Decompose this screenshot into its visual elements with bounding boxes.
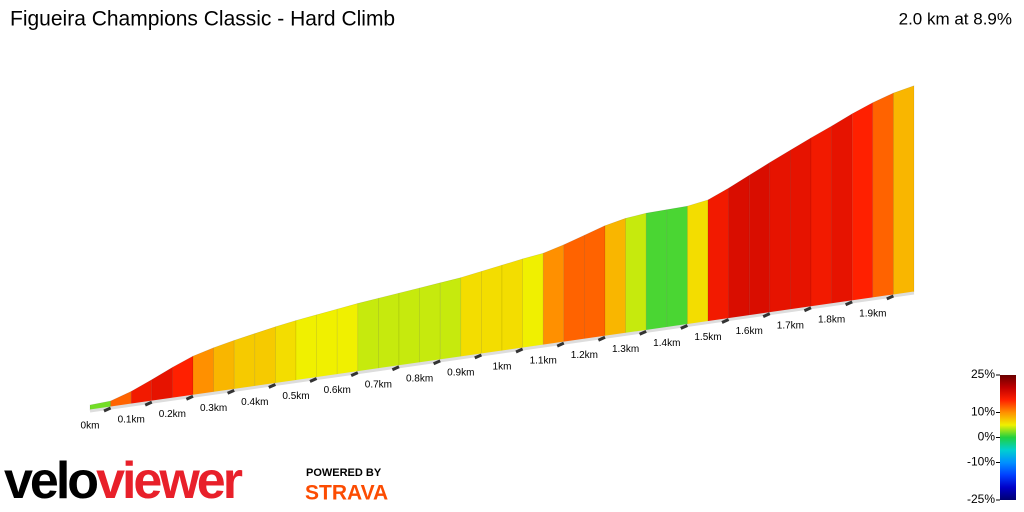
logo-part: velo bbox=[4, 452, 97, 510]
gradient-segment bbox=[295, 314, 317, 381]
x-tick-label: 1.4km bbox=[653, 338, 680, 349]
x-tick-label: 0.6km bbox=[324, 385, 351, 396]
gradient-segment bbox=[398, 287, 420, 367]
x-tick-label: 1.1km bbox=[530, 356, 557, 367]
gradient-segment bbox=[728, 174, 750, 319]
gradient-segment bbox=[810, 125, 832, 308]
color-legend bbox=[1000, 375, 1016, 500]
gradient-segment bbox=[666, 205, 688, 328]
x-tick bbox=[391, 365, 400, 372]
gradient-segment bbox=[192, 347, 214, 396]
gradient-segment bbox=[336, 303, 359, 375]
x-tick-label: 1km bbox=[493, 362, 512, 373]
gradient-segment bbox=[707, 187, 729, 322]
gradient-segment bbox=[625, 212, 647, 334]
x-tick-label: 0.9km bbox=[447, 368, 474, 379]
x-tick-label: 1.7km bbox=[777, 320, 804, 331]
gradient-segment bbox=[563, 234, 585, 343]
x-tick-label: 1.6km bbox=[736, 326, 763, 337]
x-tick bbox=[762, 312, 771, 318]
x-tick bbox=[680, 324, 689, 330]
x-tick bbox=[268, 383, 277, 389]
gradient-segment bbox=[378, 292, 400, 370]
gradient-segment bbox=[357, 297, 379, 372]
x-tick-label: 0.3km bbox=[200, 403, 227, 414]
x-tick-label: 1.5km bbox=[694, 332, 721, 343]
strava: STRAVA bbox=[305, 482, 388, 505]
legend-label: 25% bbox=[971, 367, 995, 381]
legend-label: -25% bbox=[967, 492, 995, 506]
logo-part: viewer bbox=[96, 452, 243, 510]
x-tick-label: 1.2km bbox=[571, 350, 598, 361]
x-tick bbox=[144, 400, 153, 407]
gradient-segment bbox=[254, 326, 276, 387]
gradient-segment bbox=[151, 366, 173, 402]
gradient-segment bbox=[687, 199, 709, 325]
logo: veloviewer bbox=[4, 452, 243, 510]
x-tick bbox=[226, 388, 235, 395]
x-tick-label: 1.8km bbox=[818, 314, 845, 325]
x-tick-label: 0.7km bbox=[365, 379, 392, 390]
gradient-segment bbox=[893, 85, 915, 296]
x-tick bbox=[309, 377, 318, 383]
x-tick-label: 0.4km bbox=[241, 397, 268, 408]
gradient-segment bbox=[542, 244, 565, 346]
x-tick bbox=[638, 329, 647, 336]
x-tick bbox=[185, 394, 194, 401]
x-tick-label: 0.5km bbox=[282, 391, 309, 402]
x-tick bbox=[803, 306, 812, 313]
gradient-segment bbox=[769, 149, 791, 313]
x-tick bbox=[350, 371, 359, 377]
x-tick-label: 1.9km bbox=[859, 309, 886, 320]
powered-by: POWERED BY bbox=[306, 467, 382, 479]
x-tick bbox=[474, 353, 483, 360]
x-tick bbox=[597, 335, 606, 342]
gradient-segment bbox=[172, 355, 194, 399]
legend-label: 0% bbox=[978, 430, 996, 444]
gradient-segment bbox=[460, 270, 482, 358]
gradient-segment bbox=[851, 102, 874, 302]
gradient-segment bbox=[419, 282, 441, 364]
gradient-segment bbox=[275, 320, 297, 384]
x-tick bbox=[103, 406, 112, 413]
gradient-segment bbox=[831, 113, 853, 305]
gradient-segment bbox=[584, 225, 606, 340]
legend-label: -10% bbox=[967, 455, 995, 469]
gradient-segment bbox=[316, 308, 338, 378]
gradient-segment bbox=[748, 161, 771, 316]
x-tick-label: 0.1km bbox=[118, 415, 145, 426]
gradient-segment bbox=[645, 209, 668, 331]
x-tick bbox=[515, 347, 524, 354]
x-tick bbox=[721, 318, 730, 324]
gradient-segment bbox=[604, 217, 626, 337]
chart-subtitle: 2.0 km at 8.9% bbox=[899, 9, 1012, 28]
x-tick bbox=[886, 294, 895, 301]
legend-label: 10% bbox=[971, 405, 995, 419]
x-tick bbox=[556, 341, 565, 348]
gradient-segment bbox=[522, 252, 544, 349]
x-tick-label: 0km bbox=[81, 421, 100, 432]
gradient-segment bbox=[481, 264, 503, 355]
gradient-segment bbox=[872, 92, 894, 299]
base-line bbox=[89, 291, 915, 413]
x-tick bbox=[432, 359, 441, 366]
gradient-segment bbox=[439, 277, 462, 361]
x-tick-label: 0.8km bbox=[406, 373, 433, 384]
gradient-segment bbox=[213, 339, 235, 393]
gradient-segment bbox=[233, 333, 256, 390]
x-tick bbox=[844, 300, 853, 307]
chart-title: Figueira Champions Classic - Hard Climb bbox=[10, 8, 395, 31]
x-tick-label: 1.3km bbox=[612, 344, 639, 355]
gradient-segment bbox=[790, 137, 812, 311]
gradient-segment bbox=[130, 379, 153, 405]
gradient-segment bbox=[501, 258, 523, 352]
x-tick-label: 0.2km bbox=[159, 409, 186, 420]
